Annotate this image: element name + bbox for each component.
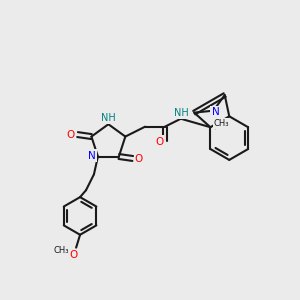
Text: O: O [67, 130, 75, 140]
Text: CH₃: CH₃ [53, 246, 69, 255]
Text: O: O [135, 154, 143, 164]
Text: O: O [69, 250, 77, 260]
Text: O: O [155, 136, 163, 146]
Text: N: N [212, 107, 219, 117]
Text: NH: NH [101, 113, 116, 123]
Text: CH₃: CH₃ [214, 119, 229, 128]
Text: N: N [88, 151, 96, 160]
Text: NH: NH [174, 108, 189, 118]
